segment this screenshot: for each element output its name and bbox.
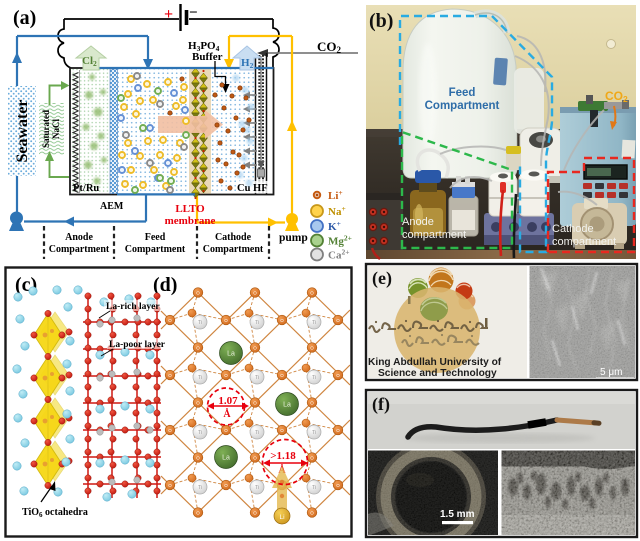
- svg-text:AEM: AEM: [100, 201, 124, 212]
- svg-text:+: +: [164, 6, 173, 23]
- svg-text:Ti: Ti: [198, 430, 202, 436]
- svg-text:Ti: Ti: [312, 320, 316, 326]
- svg-text:1.07: 1.07: [218, 395, 238, 407]
- svg-text:O: O: [336, 483, 340, 488]
- svg-text:Ti: Ti: [255, 320, 259, 326]
- svg-text:CO2: CO2: [317, 39, 342, 55]
- svg-text:O: O: [253, 510, 257, 515]
- svg-text:O: O: [280, 428, 284, 433]
- svg-text:compartment: compartment: [402, 229, 466, 241]
- svg-text:Å: Å: [223, 408, 231, 420]
- svg-text:O: O: [310, 345, 314, 350]
- svg-text:O: O: [224, 428, 228, 433]
- svg-text:Li: Li: [279, 514, 284, 521]
- svg-text:Ti: Ti: [255, 485, 259, 491]
- svg-text:O: O: [280, 318, 284, 323]
- svg-text:O: O: [196, 345, 200, 350]
- svg-text:O: O: [253, 345, 257, 350]
- svg-text:Feed: Feed: [449, 87, 476, 99]
- svg-text:Compartment: Compartment: [203, 244, 264, 255]
- svg-text:O: O: [168, 428, 172, 433]
- svg-text:La-rich layer: La-rich layer: [106, 302, 160, 312]
- svg-text:Compartment: Compartment: [49, 244, 110, 255]
- svg-text:Seawater: Seawater: [14, 99, 31, 162]
- svg-text:Ti: Ti: [312, 430, 316, 436]
- svg-text:O: O: [224, 318, 228, 323]
- svg-text:H3PO4: H3PO4: [188, 40, 220, 53]
- svg-text:Ti: Ti: [198, 320, 202, 326]
- svg-text:O: O: [336, 373, 340, 378]
- svg-text:O: O: [253, 290, 257, 295]
- svg-text:NaCl: NaCl: [51, 119, 61, 139]
- svg-text:Ti: Ti: [198, 375, 202, 381]
- svg-text:(f): (f): [372, 394, 390, 415]
- svg-text:King Abdullah University of: King Abdullah University of: [368, 357, 502, 368]
- svg-text:Compartment: Compartment: [125, 244, 186, 255]
- svg-text:Saturated: Saturated: [41, 110, 51, 148]
- svg-text:Ti: Ti: [312, 375, 316, 381]
- svg-text:Compartment: Compartment: [425, 100, 500, 112]
- svg-text:O: O: [310, 290, 314, 295]
- svg-text:membrane: membrane: [165, 215, 216, 227]
- svg-text:(b): (b): [369, 10, 393, 32]
- svg-text:O: O: [310, 455, 314, 460]
- svg-text:compartment: compartment: [552, 236, 616, 248]
- svg-text:La-poor layer: La-poor layer: [109, 340, 166, 350]
- svg-text:O: O: [280, 373, 284, 378]
- svg-text:Mg2+: Mg2+: [328, 234, 352, 248]
- svg-text:Cathode: Cathode: [552, 223, 594, 235]
- svg-text:(d): (d): [153, 274, 177, 296]
- svg-text:Ti: Ti: [198, 485, 202, 491]
- svg-text:Cl2: Cl2: [82, 55, 97, 68]
- svg-text:5 μm: 5 μm: [600, 367, 622, 378]
- svg-text:Buffer: Buffer: [192, 51, 223, 63]
- svg-text:La: La: [227, 351, 235, 358]
- svg-text:Cu HF: Cu HF: [237, 183, 268, 194]
- svg-text:Ti: Ti: [255, 375, 259, 381]
- svg-text:CO2: CO2: [605, 89, 628, 104]
- svg-text:1.5 mm: 1.5 mm: [440, 509, 475, 520]
- svg-text:−: −: [189, 5, 198, 21]
- svg-text:O: O: [310, 400, 314, 405]
- svg-text:O: O: [168, 318, 172, 323]
- svg-text:K+: K+: [328, 219, 341, 233]
- svg-text:O: O: [196, 400, 200, 405]
- svg-text:Ti: Ti: [312, 485, 316, 491]
- svg-text:Feed: Feed: [145, 232, 166, 243]
- svg-text:pump: pump: [279, 232, 308, 244]
- svg-text:O: O: [224, 483, 228, 488]
- svg-text:O: O: [310, 510, 314, 515]
- svg-text:Anode: Anode: [65, 232, 93, 243]
- svg-text:Li+: Li+: [328, 188, 343, 202]
- svg-text:>1.18: >1.18: [270, 450, 296, 462]
- svg-text:La: La: [222, 455, 230, 462]
- svg-text:Ti: Ti: [255, 430, 259, 436]
- svg-text:La: La: [283, 402, 291, 409]
- svg-text:(a): (a): [13, 7, 36, 29]
- svg-text:(e): (e): [372, 268, 392, 289]
- svg-text:Ca2+: Ca2+: [328, 248, 349, 262]
- svg-text:H2: H2: [241, 57, 254, 70]
- svg-text:O: O: [224, 373, 228, 378]
- svg-text:O: O: [336, 428, 340, 433]
- svg-text:O: O: [196, 290, 200, 295]
- svg-text:O: O: [168, 373, 172, 378]
- svg-text:Na+: Na+: [328, 204, 346, 218]
- svg-text:O: O: [196, 510, 200, 515]
- svg-text:Anode: Anode: [402, 216, 434, 228]
- svg-text:TiO6 octahedra: TiO6 octahedra: [22, 507, 88, 519]
- svg-text:O: O: [196, 455, 200, 460]
- svg-text:Cathode: Cathode: [215, 232, 252, 243]
- svg-text:O: O: [253, 400, 257, 405]
- svg-text:O: O: [168, 483, 172, 488]
- svg-text:Science and Technology: Science and Technology: [378, 368, 497, 379]
- svg-text:O: O: [336, 318, 340, 323]
- svg-text:Pt/Ru: Pt/Ru: [73, 183, 99, 194]
- svg-text:O: O: [253, 455, 257, 460]
- svg-text:LLTO: LLTO: [175, 203, 205, 215]
